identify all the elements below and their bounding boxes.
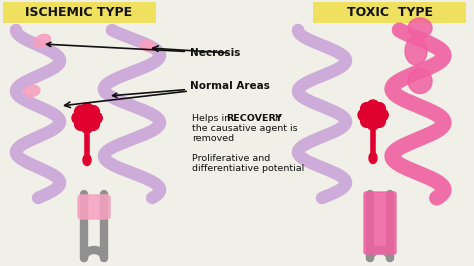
Circle shape xyxy=(361,115,373,127)
Text: RECOVERY: RECOVERY xyxy=(226,114,282,123)
FancyBboxPatch shape xyxy=(3,2,156,23)
Circle shape xyxy=(361,103,373,115)
Circle shape xyxy=(87,118,100,130)
Ellipse shape xyxy=(24,85,40,97)
Text: removed: removed xyxy=(192,134,234,143)
Circle shape xyxy=(74,106,87,118)
Ellipse shape xyxy=(83,155,91,165)
Circle shape xyxy=(376,109,388,121)
Text: Necrosis: Necrosis xyxy=(46,42,240,58)
Circle shape xyxy=(376,109,388,121)
Circle shape xyxy=(367,118,379,130)
Text: the causative agent is: the causative agent is xyxy=(192,124,298,133)
Circle shape xyxy=(74,118,87,130)
Text: if: if xyxy=(272,114,281,123)
Circle shape xyxy=(358,109,370,121)
Text: Helps in: Helps in xyxy=(192,114,233,123)
Circle shape xyxy=(81,121,93,133)
Text: differentiative potential: differentiative potential xyxy=(192,164,304,173)
Circle shape xyxy=(374,115,385,127)
Circle shape xyxy=(367,100,379,112)
Circle shape xyxy=(90,112,102,124)
FancyBboxPatch shape xyxy=(78,195,110,219)
Ellipse shape xyxy=(369,152,377,164)
Text: ISCHEMIC TYPE: ISCHEMIC TYPE xyxy=(26,6,133,19)
Circle shape xyxy=(72,112,84,124)
Circle shape xyxy=(74,105,100,131)
Text: Proliferative and: Proliferative and xyxy=(192,154,270,163)
Circle shape xyxy=(81,103,93,115)
Ellipse shape xyxy=(140,40,156,52)
Ellipse shape xyxy=(408,18,432,38)
Circle shape xyxy=(87,106,100,118)
FancyBboxPatch shape xyxy=(364,192,396,254)
Ellipse shape xyxy=(408,69,432,94)
Circle shape xyxy=(374,103,385,115)
Text: TOXIC  TYPE: TOXIC TYPE xyxy=(347,6,433,19)
Text: Normal Areas: Normal Areas xyxy=(113,81,270,97)
Ellipse shape xyxy=(405,37,427,65)
FancyBboxPatch shape xyxy=(313,2,466,23)
Circle shape xyxy=(90,112,102,124)
Circle shape xyxy=(360,102,386,128)
Ellipse shape xyxy=(34,34,51,48)
